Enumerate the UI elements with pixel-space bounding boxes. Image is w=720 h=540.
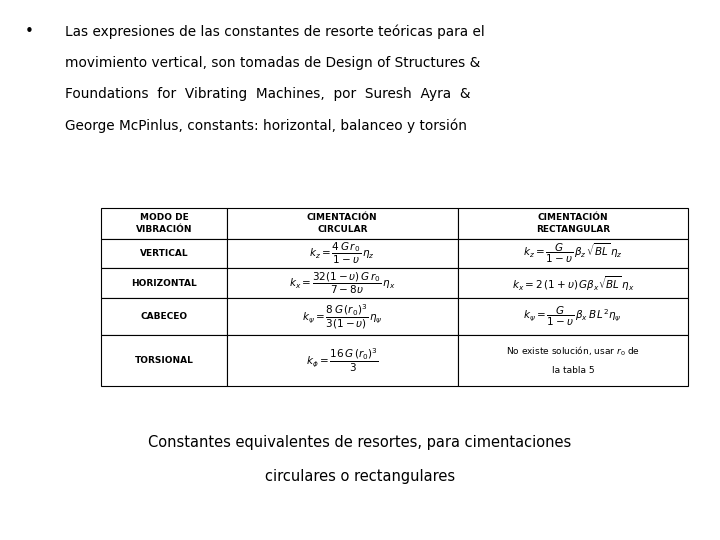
Text: HORIZONTAL: HORIZONTAL <box>131 279 197 288</box>
Text: No existe solución, usar $r_0$ de: No existe solución, usar $r_0$ de <box>506 344 640 357</box>
Text: CABECEO: CABECEO <box>140 312 187 321</box>
Text: •: • <box>25 24 34 39</box>
Bar <box>227 298 458 335</box>
Text: George McPinlus, constants: horizontal, balanceo y torsión: George McPinlus, constants: horizontal, … <box>65 118 467 133</box>
Text: circulares o rectangulares: circulares o rectangulares <box>265 469 455 484</box>
Text: Foundations  for  Vibrating  Machines,  por  Suresh  Ayra  &: Foundations for Vibrating Machines, por … <box>65 87 470 101</box>
Text: Las expresiones de las constantes de resorte teóricas para el: Las expresiones de las constantes de res… <box>65 24 485 39</box>
Text: CIMENTACIÓN
CIRCULAR: CIMENTACIÓN CIRCULAR <box>307 213 377 233</box>
Text: Constantes equivalentes de resortes, para cimentaciones: Constantes equivalentes de resortes, par… <box>148 435 572 450</box>
Text: TORSIONAL: TORSIONAL <box>135 356 193 365</box>
Text: MODO DE
VIBRACIÓN: MODO DE VIBRACIÓN <box>135 213 192 233</box>
Text: CIMENTACIÓN
RECTANGULAR: CIMENTACIÓN RECTANGULAR <box>536 213 610 233</box>
Text: $k_\phi = \dfrac{16\,G\,(r_0)^3}{3}$: $k_\phi = \dfrac{16\,G\,(r_0)^3}{3}$ <box>306 347 379 374</box>
Bar <box>227 335 458 386</box>
Bar <box>458 335 688 386</box>
Text: $k_x = \dfrac{32(1-\upsilon)\,G\,r_0}{7-8\upsilon}\,\eta_x$: $k_x = \dfrac{32(1-\upsilon)\,G\,r_0}{7-… <box>289 271 395 296</box>
Bar <box>101 208 227 239</box>
Bar <box>458 298 688 335</box>
Text: $k_\psi = \dfrac{8\,G\,(r_0)^3}{3(1-\upsilon)}\,\eta_\psi$: $k_\psi = \dfrac{8\,G\,(r_0)^3}{3(1-\ups… <box>302 302 382 330</box>
Text: VERTICAL: VERTICAL <box>140 249 188 258</box>
Bar <box>101 335 227 386</box>
Text: movimiento vertical, son tomadas de Design of Structures &: movimiento vertical, son tomadas de Desi… <box>65 56 480 70</box>
Text: $k_\psi = \dfrac{G}{1-\upsilon}\,\beta_x\,B\,L^2\eta_\psi$: $k_\psi = \dfrac{G}{1-\upsilon}\,\beta_x… <box>523 305 622 328</box>
Bar <box>227 208 458 239</box>
Bar <box>101 268 227 298</box>
Text: $k_x = 2\,(1+\upsilon)\,G\beta_x\sqrt{BL}\,\eta_x$: $k_x = 2\,(1+\upsilon)\,G\beta_x\sqrt{BL… <box>512 274 634 293</box>
Bar <box>227 268 458 298</box>
Bar <box>227 239 458 268</box>
Bar <box>458 268 688 298</box>
Bar <box>458 239 688 268</box>
Bar <box>458 208 688 239</box>
Text: la tabla 5: la tabla 5 <box>552 366 594 375</box>
Bar <box>101 239 227 268</box>
Text: $k_z = \dfrac{4\,G\,r_0}{1-\upsilon}\,\eta_z$: $k_z = \dfrac{4\,G\,r_0}{1-\upsilon}\,\e… <box>310 241 375 266</box>
Text: $k_z = \dfrac{G}{1-\upsilon}\,\beta_z\,\sqrt{BL}\,\eta_z$: $k_z = \dfrac{G}{1-\upsilon}\,\beta_z\,\… <box>523 242 623 266</box>
Bar <box>101 298 227 335</box>
